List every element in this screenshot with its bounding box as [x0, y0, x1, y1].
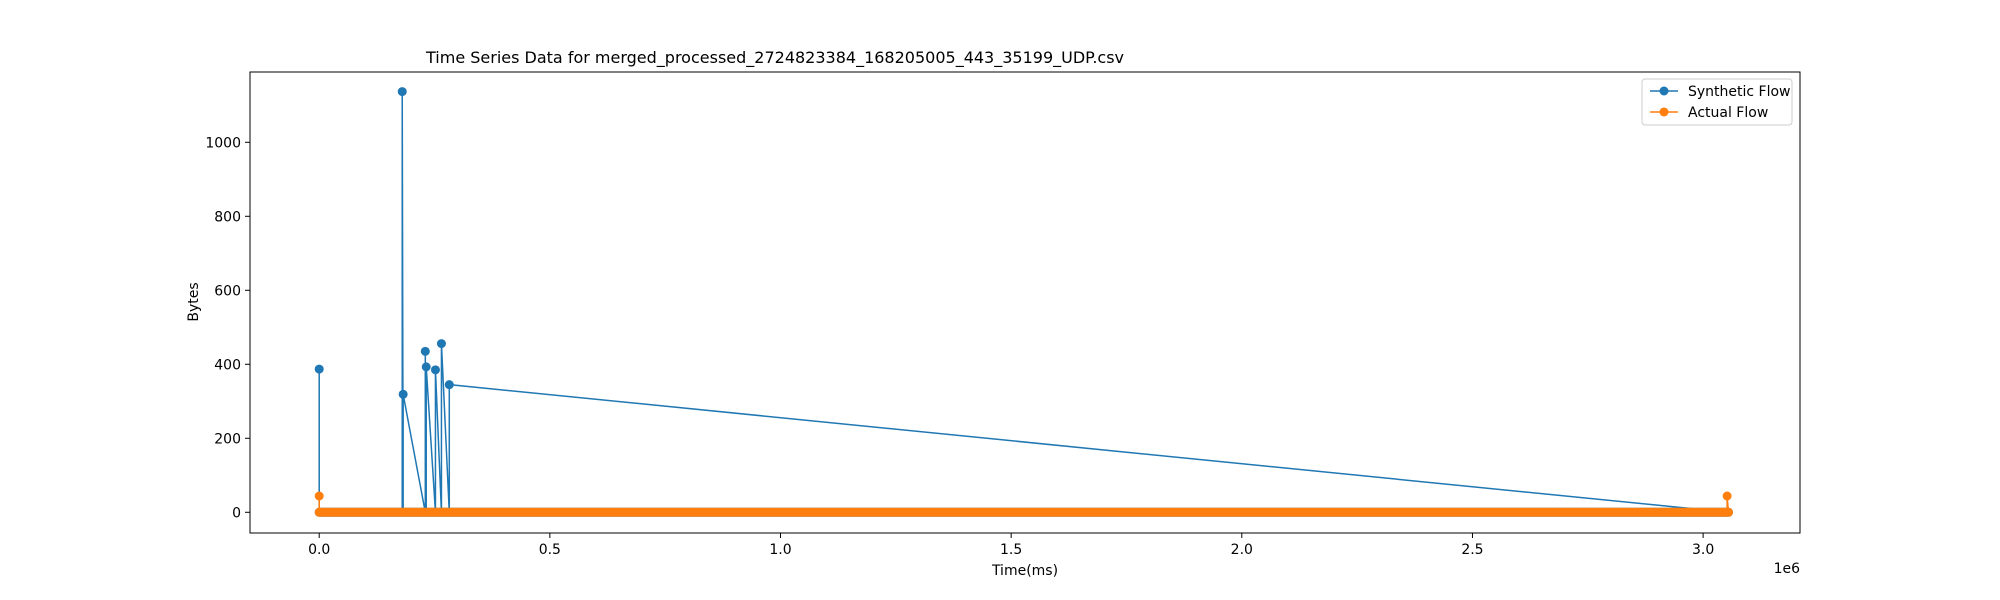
data-point	[444, 380, 454, 390]
data-point	[421, 362, 431, 372]
legend-label: Synthetic Flow	[1688, 84, 1791, 100]
legend-box	[1641, 78, 1793, 126]
series-actual-flow	[314, 491, 1733, 517]
plot-area	[314, 87, 1733, 517]
data-point	[398, 389, 408, 399]
plot-frame	[249, 71, 1801, 534]
x-axis-offset-label: 1e6	[1774, 561, 1801, 577]
y-tick-label: 800	[214, 209, 241, 225]
y-axis-label: Bytes	[186, 282, 202, 321]
y-tick-label: 0	[232, 505, 241, 521]
data-point	[1722, 491, 1732, 501]
x-axis: 0.0 0.5 1.0 1.5 2.0 2.5 3.0	[308, 533, 1714, 558]
x-tick-label: 1.5	[1000, 542, 1022, 558]
legend: Synthetic Flow Actual Flow	[1641, 78, 1793, 126]
y-tick-label: 600	[214, 283, 241, 299]
data-point	[430, 365, 440, 375]
x-tick-label: 3.0	[1692, 542, 1714, 558]
y-tick-label: 200	[214, 431, 241, 447]
data-point	[314, 364, 324, 374]
x-tick-label: 2.5	[1461, 542, 1483, 558]
legend-marker	[1659, 107, 1669, 117]
data-point	[436, 339, 446, 349]
data-point	[420, 346, 430, 356]
x-tick-label: 0.0	[308, 542, 330, 558]
data-point	[314, 491, 324, 501]
chart-title: Time Series Data for merged_processed_27…	[425, 48, 1124, 68]
y-axis: 0 200 400 600 800 1000	[205, 135, 250, 521]
x-tick-label: 0.5	[539, 542, 561, 558]
x-tick-label: 1.0	[769, 542, 791, 558]
data-point	[397, 87, 407, 97]
y-tick-label: 400	[214, 357, 241, 373]
legend-label: Actual Flow	[1688, 105, 1768, 121]
y-tick-label: 1000	[205, 135, 241, 151]
x-axis-label: Time(ms)	[991, 563, 1058, 579]
legend-marker	[1659, 86, 1669, 96]
x-tick-label: 2.0	[1231, 542, 1253, 558]
